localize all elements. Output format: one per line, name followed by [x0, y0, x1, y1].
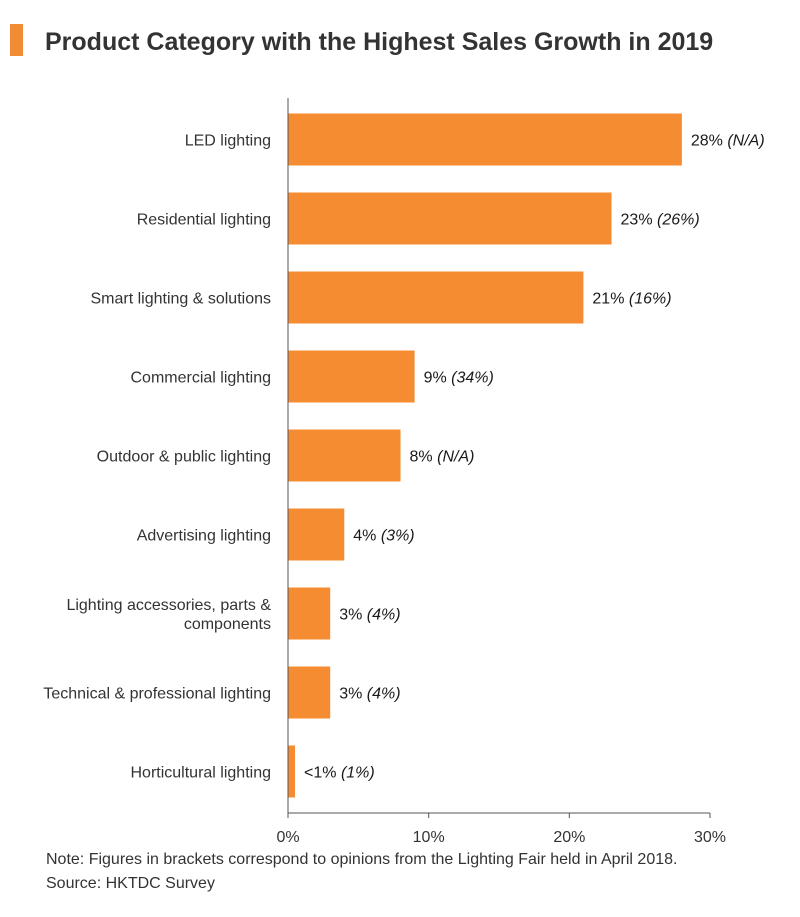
value-label: 21% (16%) [592, 291, 671, 308]
category-label: Lighting accessories, parts & components [66, 597, 271, 633]
chart-title: Product Category with the Highest Sales … [45, 28, 713, 56]
value-label-current: 3% [339, 607, 367, 624]
bar [288, 666, 331, 719]
value-label-bracket: (3%) [381, 528, 415, 545]
value-label-bracket: (16%) [629, 291, 672, 308]
value-label: 28% (N/A) [691, 133, 765, 150]
category-label-line: Technical & professional lighting [43, 686, 271, 703]
footnote-source: Source: HKTDC Survey [46, 875, 215, 892]
category-label-line: Commercial lighting [131, 370, 272, 387]
bar [288, 271, 584, 324]
category-label: Advertising lighting [137, 528, 271, 545]
x-tick-label: 20% [553, 829, 585, 846]
value-label-current: 21% [592, 291, 628, 308]
category-label-line: LED lighting [185, 133, 271, 150]
category-label-line: Outdoor & public lighting [97, 449, 271, 466]
bar [288, 429, 401, 482]
bar [288, 587, 331, 640]
value-label-bracket: (1%) [341, 765, 375, 782]
bar [288, 745, 296, 798]
value-label-current: 3% [339, 686, 367, 703]
category-label-line: Horticultural lighting [130, 765, 271, 782]
value-label-bracket: (26%) [657, 212, 700, 229]
category-label-line: Smart lighting & solutions [90, 291, 271, 308]
value-label: 8% (N/A) [410, 449, 475, 466]
value-label-bracket: (4%) [367, 607, 401, 624]
value-label: <1% (1%) [304, 765, 375, 782]
value-label: 3% (4%) [339, 607, 400, 624]
value-label-current: 8% [410, 449, 438, 466]
category-label: LED lighting [185, 133, 271, 150]
category-label-line: Advertising lighting [137, 528, 271, 545]
category-label: Horticultural lighting [130, 765, 271, 782]
x-tick-label: 10% [413, 829, 445, 846]
x-tick-label: 30% [694, 829, 726, 846]
category-label: Smart lighting & solutions [90, 291, 271, 308]
bars-group: LED lighting 28% (N/A) Residential lightin… [43, 113, 765, 798]
value-label-bracket: (34%) [451, 370, 494, 387]
title-accent-bar [10, 24, 23, 56]
value-label-bracket: (N/A) [437, 449, 474, 466]
value-label-current: 9% [424, 370, 452, 387]
value-label-bracket: (N/A) [727, 133, 764, 150]
value-label-current: <1% [304, 765, 341, 782]
value-label: 3% (4%) [339, 686, 400, 703]
value-label: 4% (3%) [353, 528, 414, 545]
value-label-current: 4% [353, 528, 381, 545]
axis-group: 0% 10% 20% 30% [276, 98, 726, 846]
bar [288, 192, 612, 245]
category-label: Residential lighting [137, 212, 271, 229]
value-label-current: 23% [621, 212, 657, 229]
value-label-bracket: (4%) [367, 686, 401, 703]
bar [288, 113, 682, 166]
bar [288, 508, 345, 561]
x-tick-label: 0% [276, 829, 299, 846]
value-label-current: 28% [691, 133, 727, 150]
category-label: Technical & professional lighting [43, 686, 271, 703]
category-label: Outdoor & public lighting [97, 449, 271, 466]
value-label: 9% (34%) [424, 370, 494, 387]
footnote-note: Note: Figures in brackets correspond to … [46, 851, 678, 868]
category-label-line: Lighting accessories, parts & [66, 597, 271, 614]
category-label-line: components [184, 616, 271, 633]
bar [288, 350, 415, 403]
value-label: 23% (26%) [621, 212, 700, 229]
category-label-line: Residential lighting [137, 212, 271, 229]
category-label: Commercial lighting [131, 370, 272, 387]
